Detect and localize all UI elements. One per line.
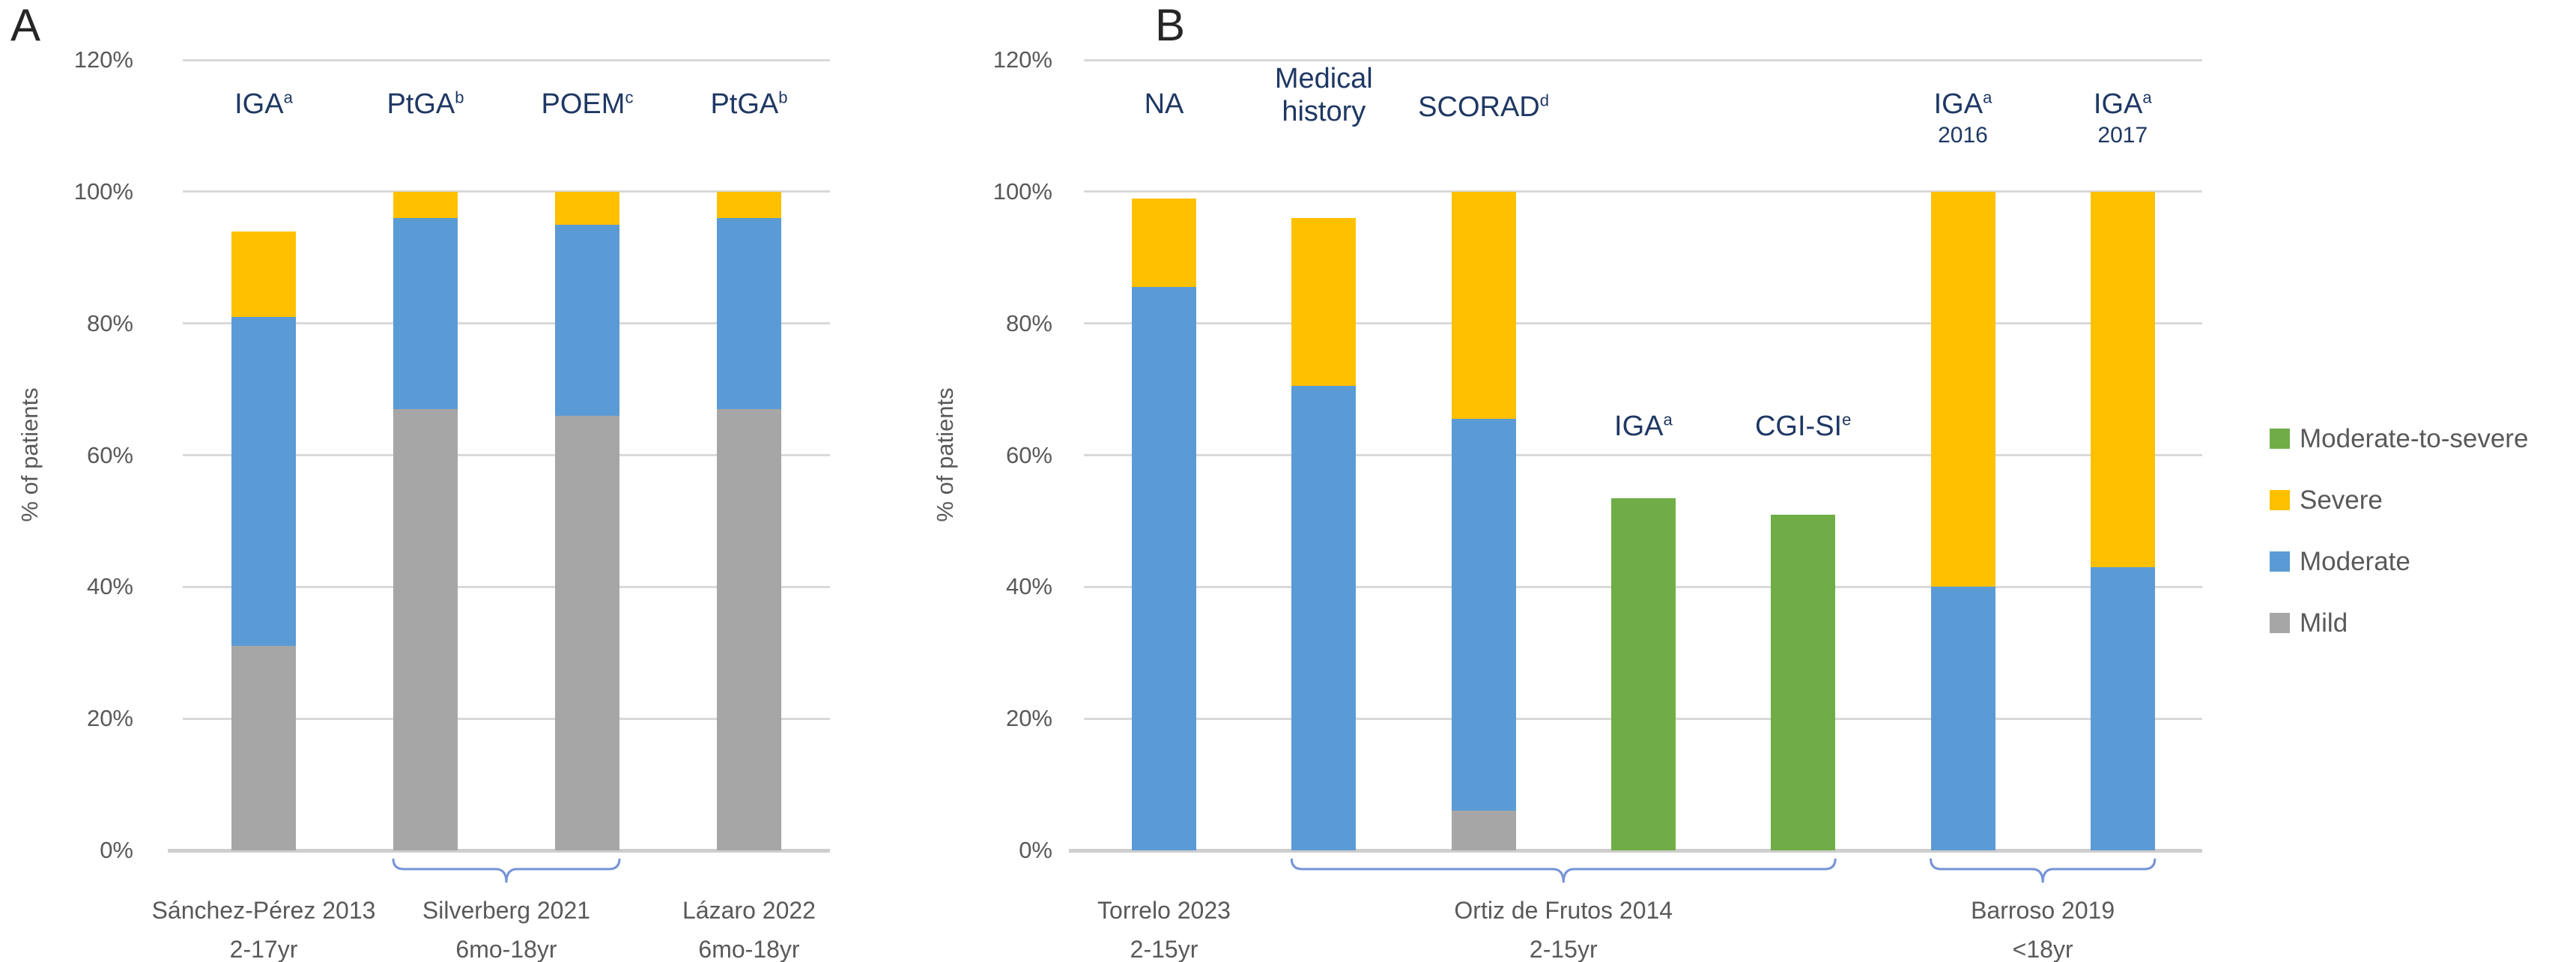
y-tick-label-20%: 20%: [1005, 705, 1052, 732]
measure-label: Medical history: [1274, 63, 1373, 127]
age-range-label: 2-17yr: [229, 936, 298, 962]
gridline-40%: [183, 585, 830, 588]
bar-segment-mild: [555, 415, 619, 850]
gridline-20%: [183, 717, 830, 720]
bar-segment-severe: [555, 191, 619, 225]
legend-label: Moderate: [2300, 547, 2410, 576]
measure-label: PtGAb: [387, 88, 464, 120]
bar-segment-severe: [393, 191, 458, 218]
group-brace: [1930, 858, 2157, 883]
bar-segment-severe: [1132, 198, 1196, 288]
y-tick-label-80%: 80%: [1005, 309, 1052, 336]
study-label: Lázaro 2022: [682, 897, 816, 924]
gridline-100%: [183, 190, 830, 193]
age-range-label: 2-15yr: [1130, 936, 1198, 962]
y-tick-label-0%: 0%: [1019, 837, 1052, 863]
legend-label: Severe: [2300, 485, 2383, 515]
measure-label: IGAa: [234, 88, 293, 120]
gridline-120%: [183, 58, 830, 61]
gridline-60%: [183, 454, 830, 456]
gridline-120%: [1084, 58, 2202, 61]
bar-segment-moderate: [555, 224, 619, 416]
gridline-80%: [183, 322, 830, 325]
bar-segment-moderate: [717, 218, 781, 409]
gridline-60%: [1084, 454, 2202, 456]
bar-segment-moderate_to_severe: [1771, 514, 1836, 850]
gridline-80%: [1084, 322, 2202, 325]
legend-swatch-mild: [2270, 613, 2290, 633]
study-label: Ortiz de Frutos 2014: [1454, 897, 1673, 924]
measure-year-label: 2016: [1938, 123, 1988, 148]
bar-segment-moderate: [231, 316, 296, 647]
bar-segment-mild: [231, 646, 296, 850]
measure-label: IGAa: [2093, 88, 2152, 120]
study-label: Torrelo 2023: [1097, 897, 1231, 924]
y-tick-label-100%: 100%: [992, 178, 1052, 205]
measure-label: CGI-SIe: [1754, 410, 1852, 442]
bar-segment-severe: [1930, 191, 1995, 587]
bar-segment-severe: [717, 191, 781, 218]
measure-label: IGAa: [1614, 410, 1673, 442]
age-range-label: 6mo-18yr: [698, 936, 800, 962]
bar-segment-severe: [2090, 191, 2155, 567]
legend-swatch-moderate: [2270, 551, 2290, 572]
y-tick-label-60%: 60%: [86, 441, 133, 468]
y-tick-label-100%: 100%: [73, 178, 133, 205]
bar-segment-severe: [1451, 191, 1516, 420]
y-tick-label-0%: 0%: [100, 837, 133, 863]
bar-segment-mild: [393, 408, 458, 850]
bar-segment-moderate: [393, 218, 458, 409]
y-tick-label-120%: 120%: [73, 46, 133, 73]
study-label: Sánchez-Pérez 2013: [151, 897, 376, 924]
measure-label: IGAa: [1933, 88, 1992, 120]
bar-segment-severe: [231, 231, 296, 317]
age-range-label: <18yr: [2012, 936, 2073, 962]
y-tick-label-60%: 60%: [1005, 441, 1052, 468]
bar-segment-moderate_to_severe: [1610, 497, 1676, 850]
bar-segment-moderate: [2090, 566, 2155, 850]
legend-label: Moderate-to-severe: [2300, 424, 2529, 453]
legend-swatch-moderate_to_severe: [2270, 429, 2290, 449]
legend-label: Mild: [2300, 608, 2348, 638]
bar-segment-moderate: [1930, 587, 1995, 850]
bar-segment-severe: [1291, 218, 1357, 387]
bar-segment-moderate: [1451, 419, 1516, 811]
bar-segment-moderate: [1132, 287, 1196, 850]
measure-year-label: 2017: [2097, 123, 2148, 148]
x-axis-line: [1069, 849, 2202, 853]
measure-label: NA: [1144, 88, 1184, 120]
bar-segment-moderate: [1291, 386, 1357, 850]
x-axis-line: [168, 849, 830, 853]
group-brace: [392, 858, 621, 883]
study-label: Silverberg 2021: [422, 897, 591, 924]
y-tick-label-40%: 40%: [1005, 573, 1052, 600]
y-tick-label-120%: 120%: [992, 46, 1052, 73]
group-brace: [1290, 858, 1837, 883]
y-tick-label-40%: 40%: [86, 573, 133, 600]
y-tick-label-80%: 80%: [86, 309, 133, 336]
bar-segment-mild: [1451, 811, 1516, 850]
study-label: Barroso 2019: [1971, 897, 2115, 924]
panel-b-letter: B: [1155, 0, 1186, 50]
measure-label: PtGAb: [710, 88, 788, 120]
bar-segment-mild: [717, 408, 781, 850]
age-range-label: 2-15yr: [1529, 936, 1598, 962]
age-range-label: 6mo-18yr: [455, 936, 557, 962]
panel-a-letter: A: [10, 0, 41, 50]
y-tick-label-20%: 20%: [86, 705, 133, 732]
gridline-100%: [1084, 190, 2202, 193]
measure-label: POEMc: [541, 88, 634, 120]
legend-swatch-severe: [2270, 490, 2290, 510]
measure-label: SCORADd: [1418, 91, 1550, 123]
